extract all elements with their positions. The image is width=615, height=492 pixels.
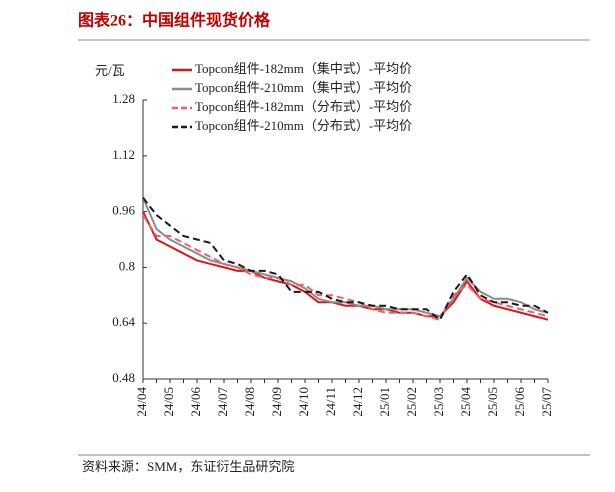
series-line [142, 211, 549, 321]
legend-label: Topcon组件-182mm（集中式）-平均价 [195, 61, 412, 76]
y-tick-label: 1.28 [112, 91, 135, 106]
y-tick-label: 0.96 [112, 203, 135, 218]
x-tick-label: 24/07 [215, 387, 230, 417]
series-line [142, 214, 549, 321]
x-tick-label: 25/03 [431, 387, 446, 417]
legend-label: Topcon组件-210mm（分布式）-平均价 [195, 118, 412, 133]
x-tick-label: 24/08 [242, 387, 257, 417]
y-tick-label: 0.48 [112, 370, 135, 385]
x-tick-label: 25/05 [485, 387, 500, 417]
x-tick-label: 25/04 [458, 387, 473, 417]
x-tick-label: 24/05 [161, 387, 176, 417]
x-tick-label: 25/02 [404, 387, 419, 417]
x-tick-label: 25/06 [512, 387, 527, 417]
x-tick-label: 25/07 [539, 387, 554, 417]
y-axis-label: 元/瓦 [95, 63, 125, 78]
series-line [142, 197, 549, 318]
chart-title: 图表26：中国组件现货价格 [78, 11, 271, 30]
source: 资料来源：SMM，东证衍生品研究院 [82, 459, 294, 474]
y-tick-label: 1.12 [112, 147, 135, 162]
y-tick-label: 0.64 [112, 314, 135, 329]
x-tick-label: 25/01 [377, 387, 392, 417]
y-tick-label: 0.8 [119, 258, 135, 273]
x-tick-label: 24/06 [188, 387, 203, 417]
x-tick-label: 24/11 [323, 387, 338, 416]
x-tick-label: 24/12 [350, 387, 365, 417]
x-tick-label: 24/10 [296, 387, 311, 417]
legend-label: Topcon组件-210mm（集中式）-平均价 [195, 80, 412, 95]
x-tick-label: 24/04 [134, 387, 149, 417]
legend-label: Topcon组件-182mm（分布式）-平均价 [195, 99, 412, 114]
x-tick-label: 24/09 [269, 387, 284, 417]
